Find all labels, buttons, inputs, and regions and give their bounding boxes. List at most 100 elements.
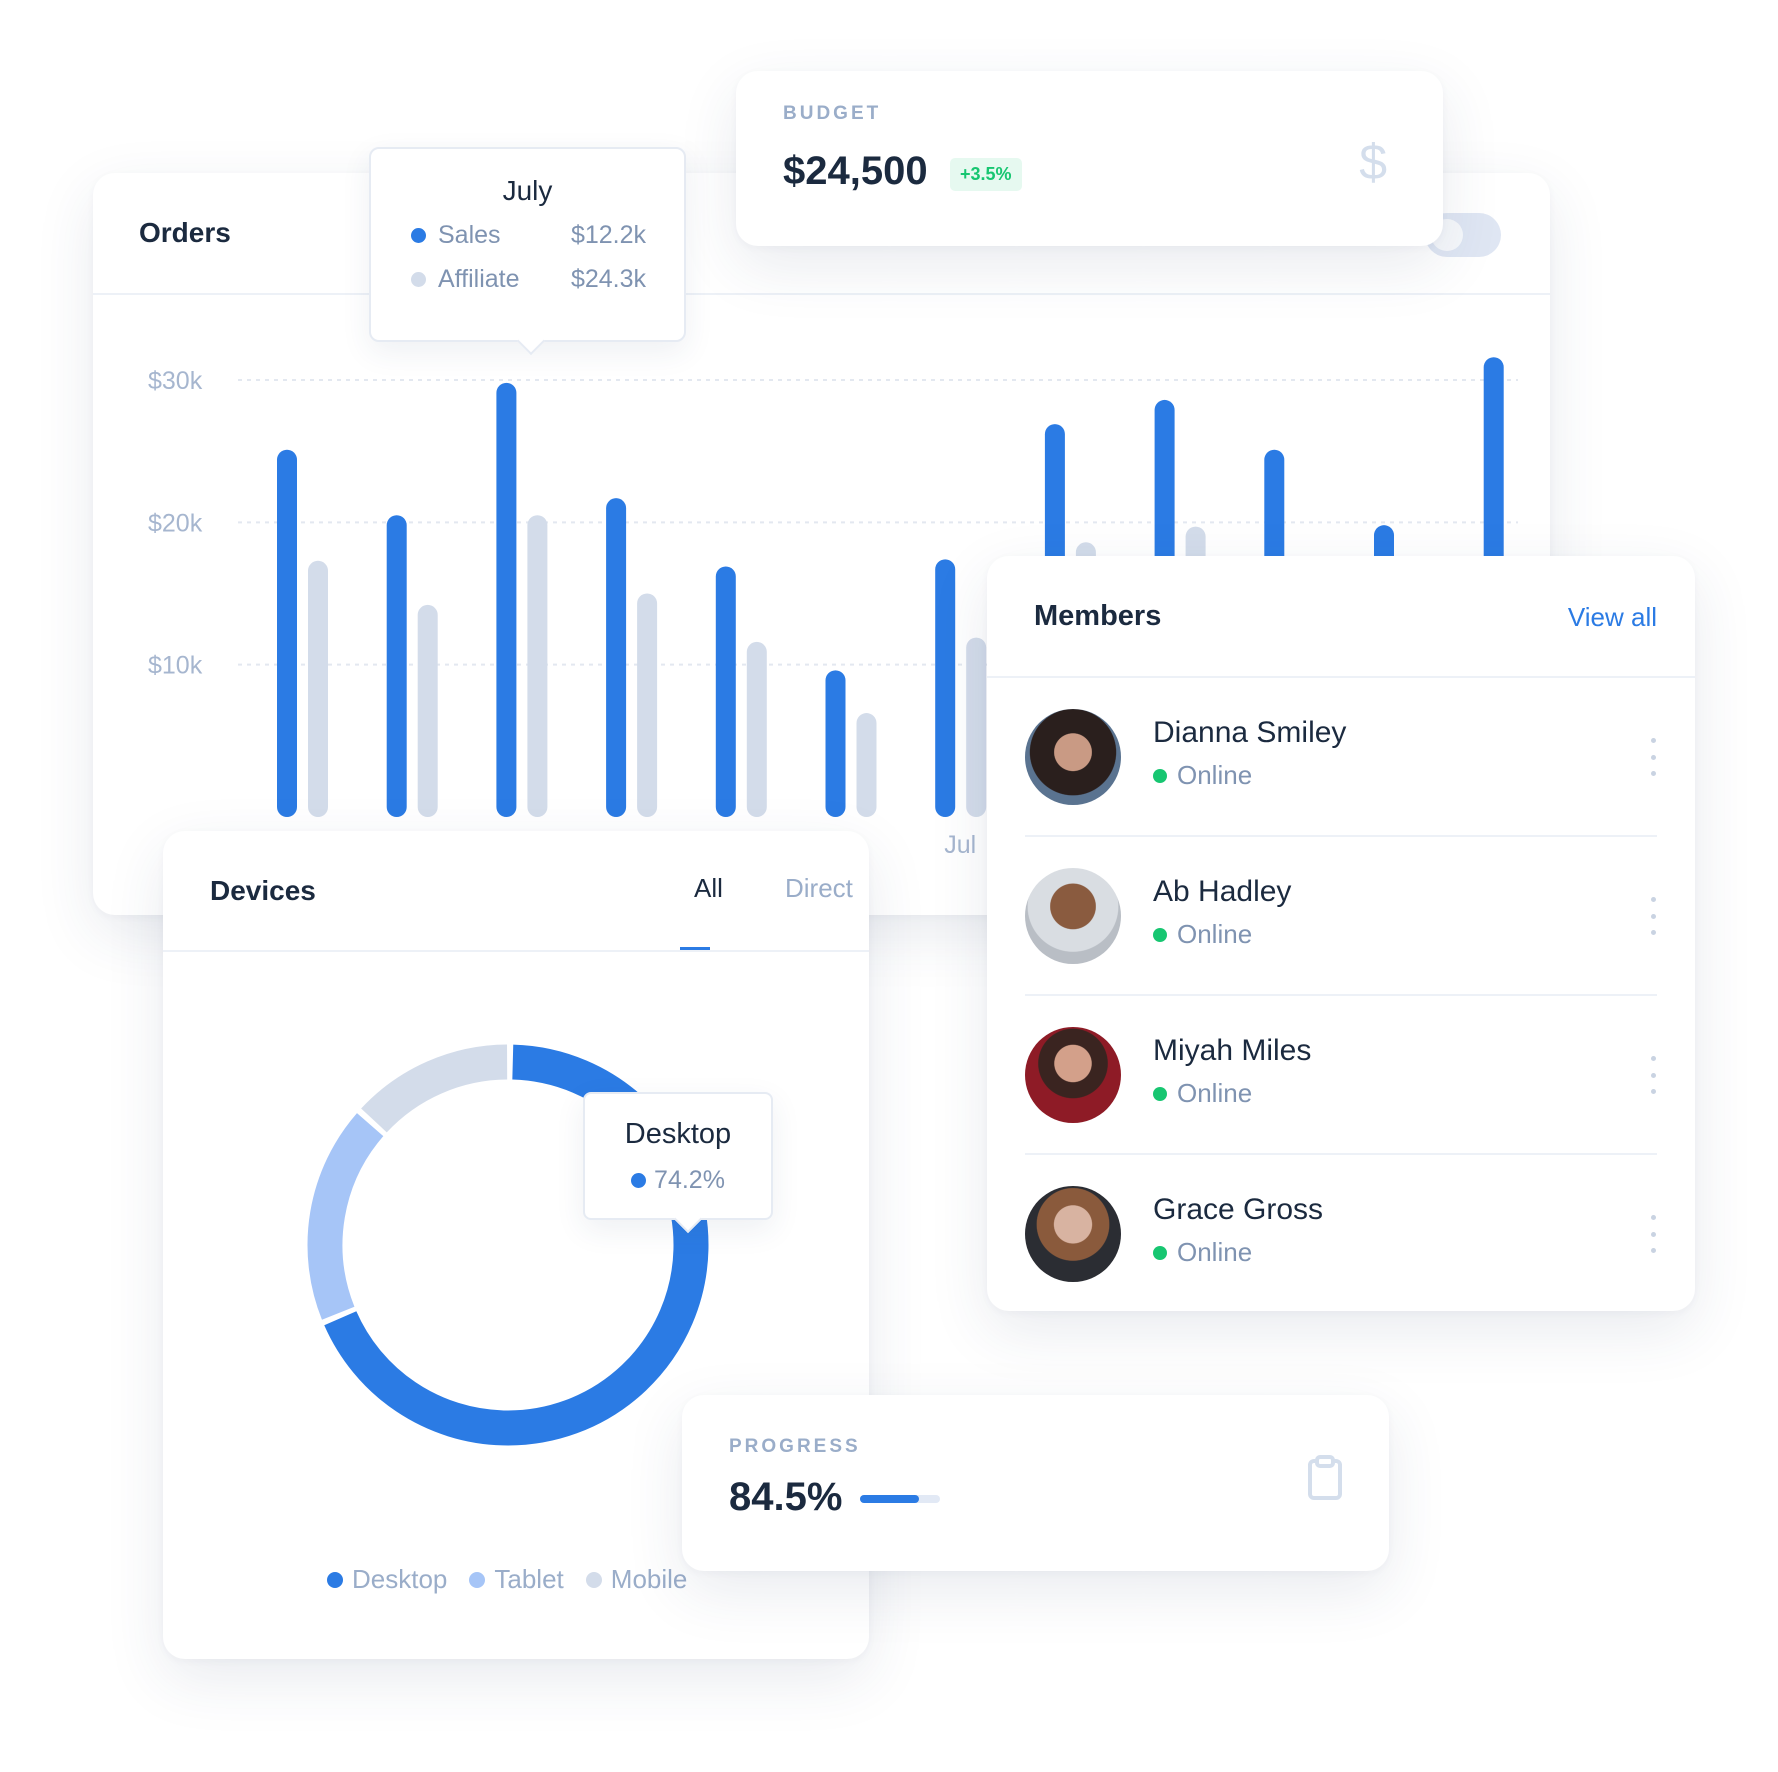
donut-tooltip-label: Desktop xyxy=(624,1118,732,1150)
progress-bar-fill xyxy=(860,1495,920,1503)
y-tick-label: $30k xyxy=(148,367,203,395)
orders-title: Orders xyxy=(139,217,231,248)
members-card: Members View all Dianna Smiley Online Ab… xyxy=(987,556,1695,1311)
orders-tooltip: July Sales $12.2k Affiliate $24.3k xyxy=(369,147,686,356)
affiliate-dot-icon xyxy=(411,272,426,287)
row-divider xyxy=(1025,994,1657,996)
tooltip-value: $24.3k xyxy=(570,265,646,293)
member-name: Ab Hadley xyxy=(1153,875,1292,908)
members-divider xyxy=(987,676,1695,678)
legend-mobile[interactable]: Mobile xyxy=(585,1564,688,1595)
member-status-label: Online xyxy=(1177,760,1253,790)
legend-dot-icon xyxy=(327,1571,343,1588)
bar-sales xyxy=(606,498,627,817)
progress-label: PROGRESS xyxy=(729,1436,861,1457)
more-options-icon[interactable] xyxy=(1649,897,1657,935)
clipboard-icon xyxy=(1308,1455,1342,1500)
budget-label: BUDGET xyxy=(783,103,882,124)
bar-affiliate xyxy=(527,515,548,817)
tooltip-value: $12.2k xyxy=(570,221,646,249)
member-status-label: Online xyxy=(1177,1237,1253,1267)
row-divider xyxy=(1025,835,1657,837)
member-name: Dianna Smiley xyxy=(1153,716,1347,749)
legend-desktop[interactable]: Desktop xyxy=(327,1564,447,1595)
bar-sales xyxy=(386,515,407,817)
tooltip-label: Affiliate xyxy=(438,265,520,293)
member-status: Online xyxy=(1153,760,1252,791)
legend-tablet[interactable]: Tablet xyxy=(469,1564,564,1595)
dollar-icon: $ xyxy=(1359,134,1387,190)
bar-affiliate xyxy=(966,637,987,817)
member-status: Online xyxy=(1153,1237,1252,1268)
orders-divider xyxy=(93,293,1550,295)
tooltip-month: July xyxy=(502,175,553,206)
tooltip-row-affiliate: Affiliate $24.3k xyxy=(411,265,646,294)
legend-label: Tablet xyxy=(494,1564,564,1594)
member-row[interactable]: Dianna Smiley Online xyxy=(1025,678,1657,837)
member-row[interactable]: Ab Hadley Online xyxy=(1025,837,1657,996)
bar-sales xyxy=(935,559,956,817)
tooltip-row-sales: Sales $12.2k xyxy=(411,221,646,250)
legend-dot-icon xyxy=(469,1571,486,1588)
member-status: Online xyxy=(1153,919,1252,950)
active-tab-indicator xyxy=(680,947,710,950)
avatar xyxy=(1025,1186,1121,1282)
legend-label: Desktop xyxy=(352,1564,448,1594)
tab-all[interactable]: All xyxy=(694,873,723,903)
tab-direct[interactable]: Direct xyxy=(785,873,853,903)
devices-divider xyxy=(163,950,869,952)
member-row[interactable]: Miyah Miles Online xyxy=(1025,996,1657,1155)
bar-sales xyxy=(715,566,736,817)
bar-affiliate xyxy=(856,713,877,817)
donut-tooltip-value: 74.2% xyxy=(654,1166,725,1194)
donut-segment-tablet[interactable] xyxy=(270,1007,746,1483)
donut-tooltip: Desktop 74.2% xyxy=(583,1092,773,1234)
bar-affiliate xyxy=(308,560,328,817)
sales-dot-icon xyxy=(411,228,426,243)
more-options-icon[interactable] xyxy=(1649,1215,1657,1253)
legend-label: Mobile xyxy=(610,1564,688,1594)
donut-tooltip-value-row: 74.2% xyxy=(585,1166,771,1195)
row-divider xyxy=(1025,1153,1657,1155)
progress-card: PROGRESS 84.5% xyxy=(682,1395,1389,1571)
legend-dot-icon xyxy=(585,1571,602,1588)
x-tick-label: Jul xyxy=(944,831,976,859)
donut-legend: Desktop Tablet Mobile xyxy=(327,1564,687,1595)
bar-sales xyxy=(496,382,517,817)
budget-value: $24,500 xyxy=(783,149,928,193)
y-tick-label: $20k xyxy=(148,509,203,537)
member-status: Online xyxy=(1153,1078,1252,1109)
donut-segment-desktop[interactable] xyxy=(307,1044,709,1446)
bar-affiliate xyxy=(417,604,438,817)
members-title: Members xyxy=(1034,600,1162,632)
member-row[interactable]: Grace Gross Online xyxy=(1025,1155,1657,1314)
bar-sales xyxy=(277,449,297,817)
member-status-label: Online xyxy=(1177,919,1253,949)
online-dot-icon xyxy=(1153,1086,1167,1101)
more-options-icon[interactable] xyxy=(1649,738,1657,776)
progress-bar xyxy=(860,1495,940,1503)
online-dot-icon xyxy=(1153,768,1167,783)
y-tick-label: $10k xyxy=(148,652,203,680)
tooltip-label: Sales xyxy=(438,221,501,249)
avatar xyxy=(1025,709,1121,805)
budget-change-badge: +3.5% xyxy=(950,158,1022,191)
devices-title: Devices xyxy=(210,875,316,906)
view-all-link[interactable]: View all xyxy=(1567,602,1657,632)
avatar xyxy=(1025,1027,1121,1123)
avatar xyxy=(1025,868,1121,964)
more-options-icon[interactable] xyxy=(1649,1056,1657,1094)
bar-sales xyxy=(825,670,846,817)
donut-segment-mobile[interactable] xyxy=(249,986,766,1503)
bar-affiliate xyxy=(637,593,658,817)
bar-affiliate xyxy=(746,641,767,817)
online-dot-icon xyxy=(1153,1245,1167,1260)
online-dot-icon xyxy=(1153,927,1167,942)
devices-donut-chart xyxy=(249,986,766,1503)
member-name: Miyah Miles xyxy=(1153,1034,1312,1067)
budget-card: BUDGET $24,500 +3.5% $ xyxy=(736,71,1443,246)
progress-value: 84.5% xyxy=(729,1475,843,1519)
desktop-dot-icon xyxy=(631,1173,647,1188)
member-status-label: Online xyxy=(1177,1078,1253,1108)
member-name: Grace Gross xyxy=(1153,1193,1324,1226)
